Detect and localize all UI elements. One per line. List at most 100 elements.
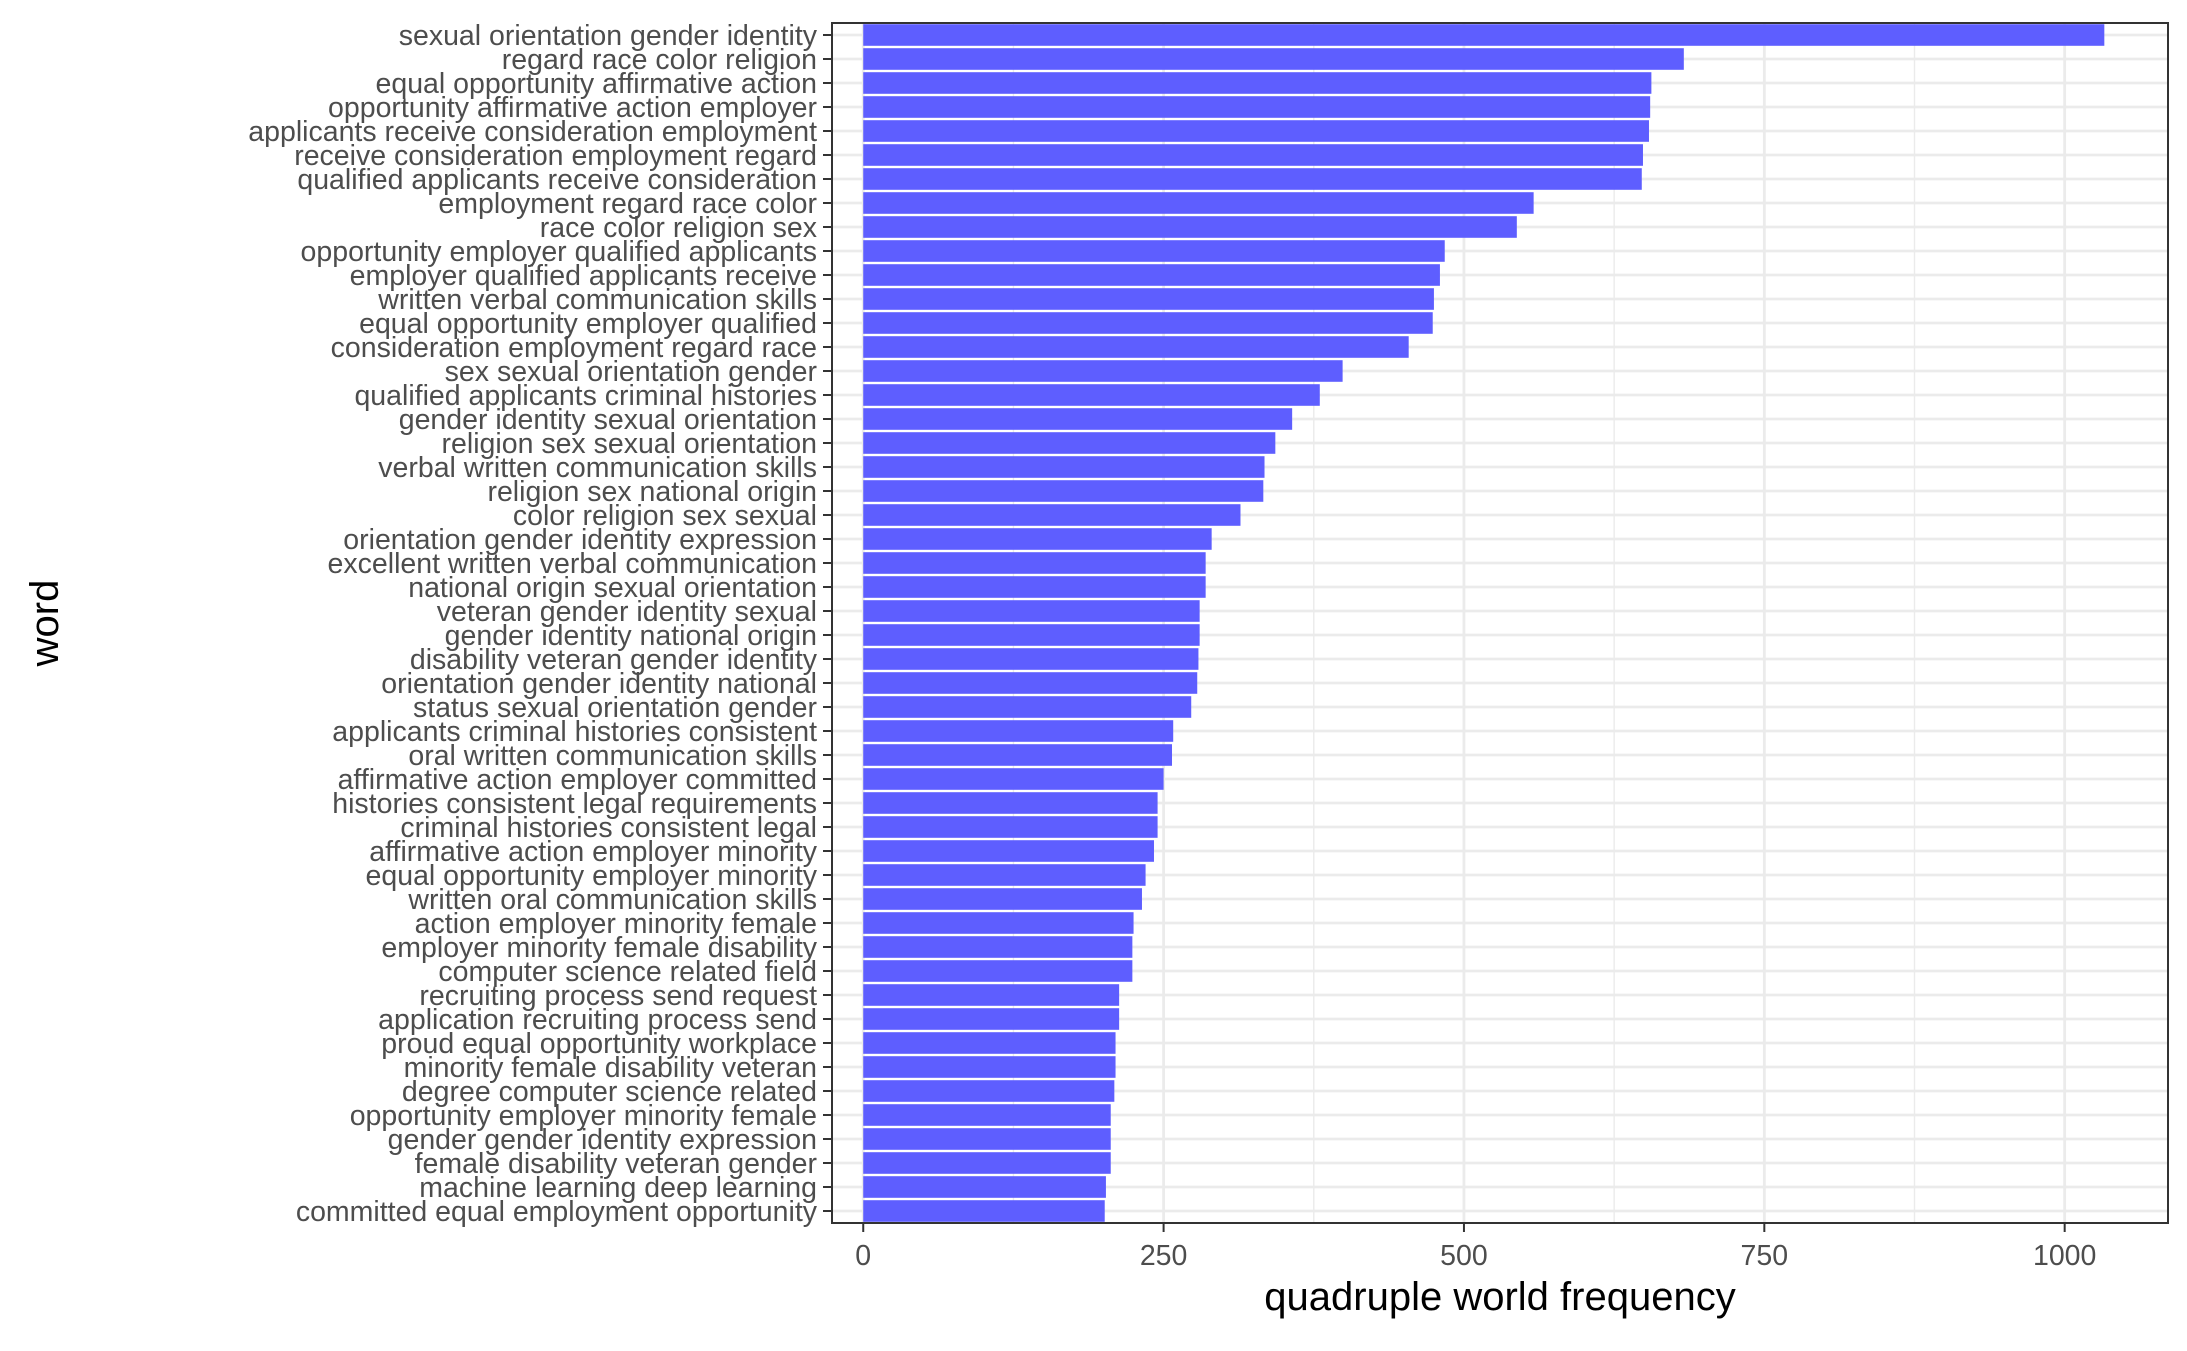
bar [863,336,1409,358]
y-tick-label: sex sexual orientation gender [445,356,818,388]
y-tick-label: gender identity sexual orientation [399,404,817,436]
x-tick-label: 250 [1140,1240,1188,1272]
bar [863,96,1651,118]
y-tick-label: machine learning deep learning [419,1172,817,1204]
bar [863,744,1173,766]
bar [863,288,1434,310]
y-tick-label: religion sex sexual orientation [442,428,817,460]
y-tick-label: sexual orientation gender identity [399,20,818,52]
y-axis-title: word [23,580,67,668]
bar [863,24,2105,46]
y-tick-label: veteran gender identity sexual [437,596,817,628]
x-tick-label: 750 [1741,1240,1789,1272]
y-tick-label: excellent written verbal communication [328,548,817,580]
bar [863,144,1643,166]
y-tick-label: minority female disability veteran [404,1052,817,1084]
y-tick-label: written verbal communication skills [377,284,817,316]
y-tick-label: female disability veteran gender [415,1148,818,1180]
bar [863,648,1199,670]
bar [863,1128,1111,1150]
bar [863,408,1293,430]
bar [863,624,1200,646]
x-axis-title: quadruple world frequency [1264,1275,1735,1319]
y-tick-label: equal opportunity employer minority [366,860,818,892]
y-tick-label: computer science related field [438,956,817,988]
bar [863,360,1343,382]
bar [863,1152,1111,1174]
bar [863,912,1134,934]
y-tick-label: affirmative action employer minority [369,836,817,868]
bar [863,864,1146,886]
y-tick-label: gender gender identity expression [388,1124,817,1156]
y-tick-label: consideration employment regard race [331,332,817,364]
bar [863,1176,1106,1198]
y-tick-label: action employer minority female [415,908,817,940]
bar [863,480,1264,502]
bar [863,672,1198,694]
y-tick-label: written oral communication skills [407,884,817,916]
y-tick-label: criminal histories consistent legal [400,812,817,844]
bar [863,840,1154,862]
x-axis: 0 250 500 750 1000 [855,1223,2096,1272]
bar [863,576,1206,598]
y-tick-label: affirmative action employer committed [338,764,817,796]
y-tick-label: receive consideration employment regard [294,140,817,172]
y-tick-label: employer qualified applicants receive [350,260,817,292]
bars [863,24,2105,1222]
bar [863,600,1200,622]
y-tick-label: applicants receive consideration employm… [248,116,817,148]
y-tick-label: degree computer science related [402,1076,817,1108]
bar [863,792,1158,814]
x-tick-label: 1000 [2033,1240,2096,1272]
y-tick-label: equal opportunity employer qualified [359,308,817,340]
bar [863,984,1120,1006]
y-tick-label: opportunity affirmative action employer [328,92,817,124]
y-tick-label: opportunity employer minority female [350,1100,817,1132]
y-tick-label: qualified applicants receive considerati… [297,164,817,196]
bar [863,552,1206,574]
bar [863,1200,1105,1222]
y-tick-label: color religion sex sexual [513,500,817,532]
y-tick-label: national origin sexual orientation [408,572,817,604]
bar [863,960,1133,982]
bar [863,768,1164,790]
x-tick-label: 500 [1440,1240,1488,1272]
bar [863,264,1440,286]
bar [863,1056,1116,1078]
bar [863,120,1649,142]
bar [863,456,1265,478]
y-tick-label: orientation gender identity national [381,668,817,700]
bar [863,240,1445,262]
bar [863,1104,1111,1126]
y-tick-label: race color religion sex [540,212,817,244]
bar [863,48,1684,70]
bar [863,312,1433,334]
bar [863,1080,1115,1102]
y-tick-label: employment regard race color [438,188,817,220]
bar [863,888,1142,910]
bar [863,432,1276,454]
bar [863,384,1320,406]
y-tick-label: applicants criminal histories consistent [332,716,817,748]
y-tick-label: opportunity employer qualified applicant… [301,236,817,268]
y-tick-label: application recruiting process send [378,1004,817,1036]
y-tick-label: gender identity national origin [445,620,817,652]
y-tick-label: orientation gender identity expression [343,524,817,556]
bar [863,192,1534,214]
y-tick-label: disability veteran gender identity [410,644,818,676]
y-tick-label: religion sex national origin [487,476,817,508]
y-tick-label: proud equal opportunity workplace [381,1028,817,1060]
bar [863,72,1652,94]
bar [863,168,1642,190]
y-tick-label: employer minority female disability [381,932,817,964]
bar [863,1008,1120,1030]
bar [863,816,1158,838]
bar [863,696,1192,718]
y-tick-label: oral written communication skills [408,740,817,772]
bar [863,936,1133,958]
bar [863,528,1212,550]
y-tick-label: regard race color religion [502,44,817,76]
bar [863,720,1174,742]
y-axis: sexual orientation gender identityregard… [248,20,832,1228]
